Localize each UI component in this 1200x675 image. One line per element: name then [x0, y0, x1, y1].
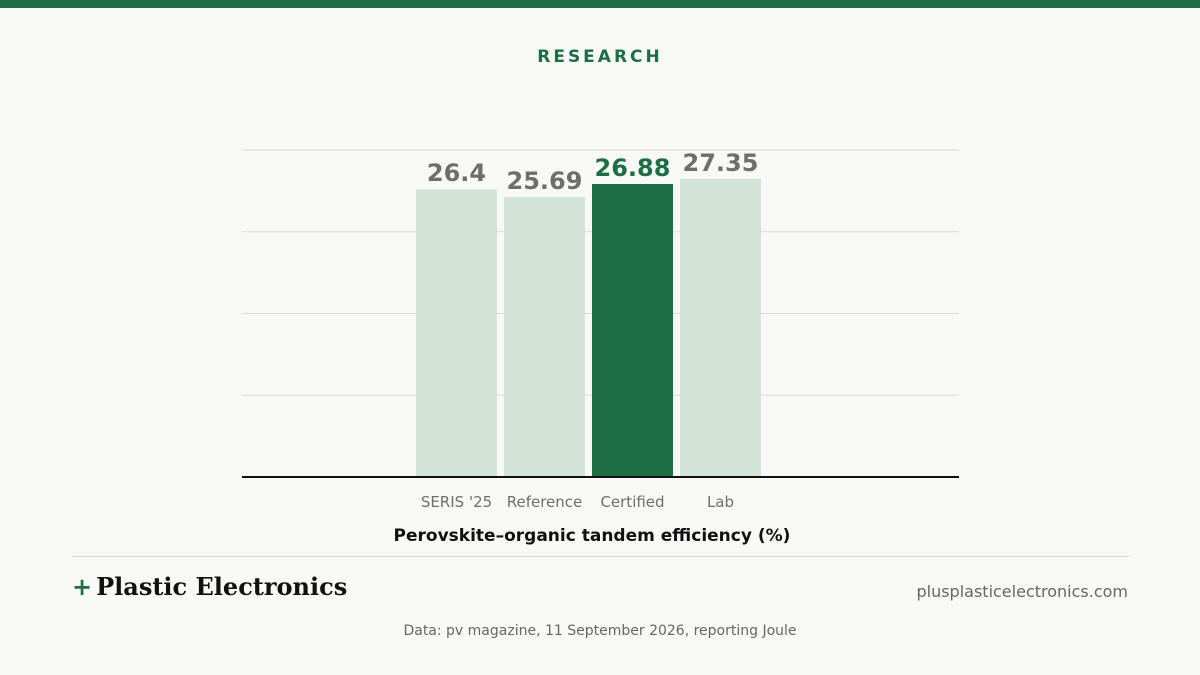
x-axis-title: Perovskite–organic tandem efficiency (%) [394, 526, 791, 546]
site-url: plusplasticelectronics.com [916, 582, 1128, 601]
brand-logo: + Plastic Electronics [72, 572, 347, 601]
x-tick-label: Reference [507, 493, 583, 511]
section-kicker: RESEARCH [537, 47, 663, 67]
bar [592, 184, 673, 477]
x-tick-label: Certified [600, 493, 664, 511]
bar [680, 178, 761, 477]
brand-plus-icon: + [72, 572, 93, 601]
bar-value-label: 26.4 [427, 159, 486, 187]
bar-value-label: 27.35 [683, 149, 759, 177]
bar-chart: 26.4 SERIS '25 25.69 Reference 26.88 Certifie… [242, 149, 959, 546]
bar [504, 196, 585, 477]
footer-divider [72, 556, 1129, 557]
top-accent-bar [0, 0, 1200, 8]
brand-name: Plastic Electronics [96, 572, 348, 601]
data-source: Data: pv magazine, 11 September 2026, re… [403, 623, 797, 639]
x-tick-label: Lab [707, 493, 734, 511]
bar-value-label: 25.69 [507, 167, 583, 195]
bar [416, 189, 497, 478]
bar-value-label: 26.88 [595, 154, 671, 182]
x-tick-label: SERIS '25 [421, 493, 492, 511]
